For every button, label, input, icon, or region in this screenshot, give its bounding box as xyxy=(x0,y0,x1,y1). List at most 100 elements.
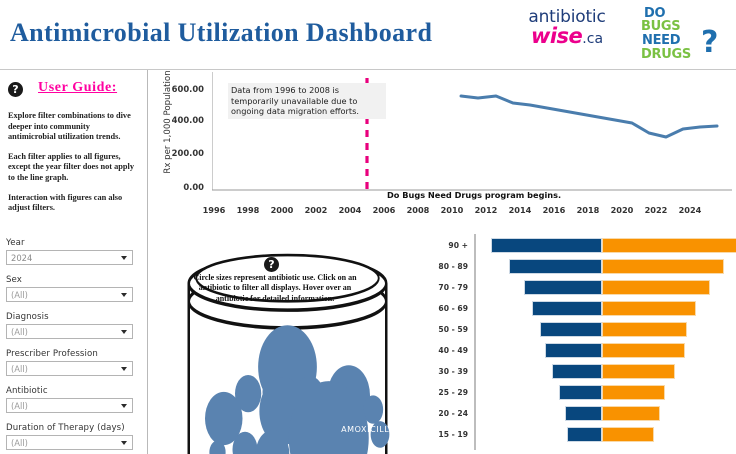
user-guide-card: ? User Guide: Explore filter combination… xyxy=(0,80,143,214)
jar-graphic xyxy=(187,253,390,454)
filter-year-select[interactable]: 2024 xyxy=(6,250,133,265)
logo-word-do: DO xyxy=(644,6,666,21)
filter-sex-label: Sex xyxy=(6,275,22,285)
line-chart-xtick-2014: 2014 xyxy=(508,205,532,215)
line-chart-ytick-600: 600.00 xyxy=(171,84,204,94)
bar-segment-left[interactable] xyxy=(565,406,602,421)
table-row[interactable]: 40 - 49 xyxy=(400,342,736,361)
line-chart-xtick-2022: 2022 xyxy=(644,205,668,215)
filter-antibiotic: Antibiotic (All) xyxy=(0,386,146,413)
line-chart-ytick-200: 200.00 xyxy=(171,148,204,158)
logo-antibiotic-text: antibiotic xyxy=(528,7,606,27)
page-header: Antimicrobial Utilization Dashboard anti… xyxy=(0,0,736,70)
bar-category-label: 80 - 89 xyxy=(438,262,468,271)
line-chart-ytick-400: 400.00 xyxy=(171,115,204,125)
line-chart-data-note: Data from 1996 to 2008 is temporarily un… xyxy=(228,83,386,119)
user-guide-paragraph-3: Interaction with figures can also adjust… xyxy=(8,192,123,213)
bubble-chart-tooltip-text: Circle sizes represent antibiotic use. C… xyxy=(193,273,357,303)
bar-segment-left[interactable] xyxy=(532,301,602,316)
table-row[interactable]: 90 + xyxy=(400,237,736,256)
chevron-down-icon xyxy=(121,293,127,297)
line-chart-xtick-1998: 1998 xyxy=(236,205,260,215)
logo-wise-line: wise.ca xyxy=(512,26,622,49)
filter-diagnosis: Diagnosis (All) xyxy=(0,312,146,339)
filter-list: Year 2024 Sex (All) Diagnosis (All) xyxy=(0,238,146,454)
filter-antibiotic-label: Antibiotic xyxy=(6,386,48,396)
table-row[interactable]: 70 - 79 xyxy=(400,279,736,298)
bar-segment-right[interactable] xyxy=(602,343,685,358)
logo-ca-text: .ca xyxy=(582,31,604,47)
filter-diagnosis-select[interactable]: (All) xyxy=(6,324,133,339)
bar-segment-right[interactable] xyxy=(602,280,710,295)
bar-segment-left[interactable] xyxy=(567,427,602,442)
bar-segment-left[interactable] xyxy=(491,238,602,253)
filter-prescriber-profession-select[interactable]: (All) xyxy=(6,361,133,376)
table-row[interactable]: 60 - 69 xyxy=(400,300,736,319)
bar-segment-right[interactable] xyxy=(602,259,724,274)
chevron-down-icon xyxy=(121,404,127,408)
bar-segment-right[interactable] xyxy=(602,385,665,400)
bar-segment-right[interactable] xyxy=(602,238,736,253)
line-chart-xtick-2004: 2004 xyxy=(338,205,362,215)
bar-segment-left[interactable] xyxy=(524,280,602,295)
bar-category-label: 40 - 49 xyxy=(438,346,468,355)
antibiotic-bubble-chart[interactable]: ? Circle sizes represent antibiotic use.… xyxy=(150,232,400,454)
user-guide-title[interactable]: User Guide: xyxy=(38,80,118,95)
user-guide-header: ? User Guide: xyxy=(0,80,143,102)
line-chart-xtick-2010: 2010 xyxy=(440,205,464,215)
filter-prescriber-profession-value: (All) xyxy=(11,364,28,374)
line-chart-ytick-0: 0.00 xyxy=(183,182,204,192)
bar-segment-right[interactable] xyxy=(602,322,687,337)
table-row[interactable]: 20 - 24 xyxy=(400,405,736,424)
table-row[interactable]: 50 - 59 xyxy=(400,321,736,340)
filter-prescriber-profession-label: Prescriber Profession xyxy=(6,349,98,359)
chevron-down-icon xyxy=(121,330,127,334)
bar-segment-left[interactable] xyxy=(552,364,602,379)
line-chart-xtick-2016: 2016 xyxy=(542,205,566,215)
bubble-cluster xyxy=(205,325,390,454)
bar-category-label: 20 - 24 xyxy=(438,409,468,418)
filter-sex-select[interactable]: (All) xyxy=(6,287,133,302)
logo-wise-text: wise xyxy=(530,24,583,48)
table-row[interactable]: 80 - 89 xyxy=(400,258,736,277)
bar-category-label: 70 - 79 xyxy=(438,283,468,292)
line-chart-xtick-2018: 2018 xyxy=(576,205,600,215)
help-icon[interactable]: ? xyxy=(8,82,23,97)
user-guide-paragraph-1: Explore filter combinations to dive deep… xyxy=(8,111,131,142)
table-row[interactable]: 30 - 39 xyxy=(400,363,736,382)
line-chart-xtick-1996: 1996 xyxy=(202,205,226,215)
bar-segment-right[interactable] xyxy=(602,406,660,421)
bubble-chart-help-icon[interactable]: ? xyxy=(264,257,279,272)
bar-segment-left[interactable] xyxy=(540,322,602,337)
bar-category-label: 30 - 39 xyxy=(438,367,468,376)
bar-segment-right[interactable] xyxy=(602,364,675,379)
age-group-bar-chart[interactable]: 90 + 80 - 89 70 - 79 60 - 69 50 - 59 40 … xyxy=(400,232,736,454)
filter-antibiotic-select[interactable]: (All) xyxy=(6,398,133,413)
bar-category-label: 90 + xyxy=(448,241,468,250)
utilization-line-chart[interactable]: Rx per 1,000 Population 600.00 400.00 20… xyxy=(150,70,736,224)
bar-segment-left[interactable] xyxy=(559,385,602,400)
filter-diagnosis-label: Diagnosis xyxy=(6,312,49,322)
sidebar-divider xyxy=(147,70,148,454)
filter-duration-of-therapy-value: (All) xyxy=(11,438,28,448)
bubble-label-amoxicillin[interactable]: AMOXICILLIN xyxy=(341,425,399,434)
do-bugs-need-drugs-logo[interactable]: DO BUGS NEED DRUGS ? xyxy=(641,6,733,64)
line-chart-xtick-2024: 2024 xyxy=(678,205,702,215)
filter-sidebar: ? User Guide: Explore filter combination… xyxy=(0,70,148,454)
chevron-down-icon xyxy=(121,441,127,445)
table-row[interactable]: 25 - 29 xyxy=(400,384,736,403)
filter-duration-of-therapy-select[interactable]: (All) xyxy=(6,435,133,450)
bar-segment-left[interactable] xyxy=(545,343,602,358)
filter-diagnosis-value: (All) xyxy=(11,327,28,337)
bar-segment-left[interactable] xyxy=(509,259,602,274)
chevron-down-icon xyxy=(121,367,127,371)
bar-segment-right[interactable] xyxy=(602,301,696,316)
antibiotic-wise-logo[interactable]: antibiotic wise.ca xyxy=(512,8,622,49)
table-row[interactable]: 15 - 19 xyxy=(400,426,736,445)
line-chart-xtick-2006: 2006 xyxy=(372,205,396,215)
line-chart-xtick-2020: 2020 xyxy=(610,205,634,215)
filter-sex-value: (All) xyxy=(11,290,28,300)
filter-duration-of-therapy-label: Duration of Therapy (days) xyxy=(6,423,125,433)
bar-segment-right[interactable] xyxy=(602,427,654,442)
